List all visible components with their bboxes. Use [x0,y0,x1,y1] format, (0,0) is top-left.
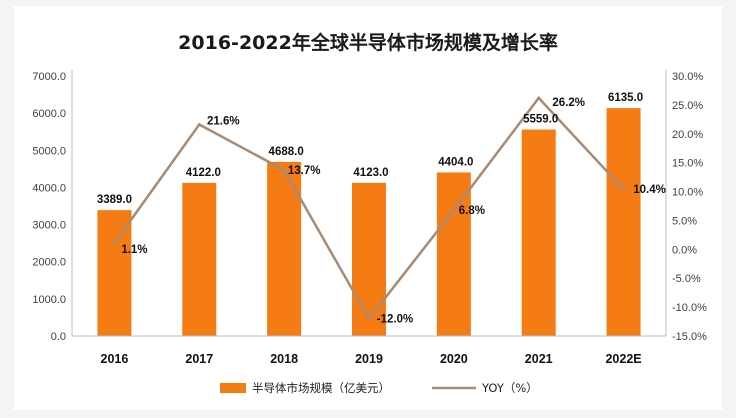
yoy-value-label: -12.0% [377,314,413,326]
bar [436,172,471,336]
bar-value-label: 6135.0 [608,92,643,104]
right-tick-label: 15.0% [672,158,703,170]
yoy-value-label: 13.7% [288,165,321,177]
right-tick-label: -5.0% [672,273,701,285]
left-tick-label: 3000.0 [32,220,66,232]
bar [267,161,302,336]
right-tick-label: 0.0% [672,244,697,256]
right-tick-label: 20.0% [672,129,703,141]
yoy-value-label: 1.1% [121,244,147,256]
right-tick-label: 5.0% [672,215,697,227]
yoy-point [622,187,626,191]
left-tick-label: 6000.0 [32,108,66,120]
chart-title: 2016-2022年全球半导体市场规模及增长率 [178,31,558,54]
yoy-point [282,168,286,172]
bar-value-label: 4688.0 [269,146,304,158]
right-tick-label: 30.0% [672,71,703,83]
category-label: 2019 [355,352,383,366]
bar-series [97,108,641,336]
category-label: 2018 [270,352,298,366]
line-series [112,96,626,321]
bar [97,210,132,336]
left-tick-label: 4000.0 [32,182,66,194]
line-data-labels: 1.1% 21.6% 13.7% -12.0% 6.8% 26.2% 10.4% [121,97,666,326]
chart-card: 2016-2022年全球半导体市场规模及增长率 0.0 1000.0 2000.0 3… [14,6,722,410]
yoy-point [367,317,371,321]
legend: 半导体市场规模（亿美元） YOY（%） [220,381,538,395]
yoy-value-label: 10.4% [633,184,666,196]
category-label: 2020 [440,352,468,366]
bar-value-label: 4404.0 [438,156,473,168]
category-label: 2022E [605,352,641,366]
category-label: 2016 [101,352,129,366]
yoy-point [112,241,116,245]
right-tick-label: 10.0% [672,187,703,199]
right-tick-label: -10.0% [672,302,707,314]
left-tick-label: 5000.0 [32,145,66,157]
left-tick-label: 2000.0 [32,257,66,269]
category-axis: 2016 2017 2018 2019 2020 2021 2022E [101,352,642,366]
yoy-point [452,208,456,212]
right-axis: -15.0% -10.0% -5.0% 0.0% 5.0% 10.0% 15.0% 20.0%… [672,71,707,343]
bar [182,182,217,336]
bar-value-label: 3389.0 [97,194,132,206]
legend-bar-label: 半导体市场规模（亿美元） [252,381,390,395]
bar [606,108,641,336]
left-tick-label: 1000.0 [32,294,66,306]
right-tick-label: 25.0% [672,100,703,112]
right-tick-label: -15.0% [672,331,707,343]
left-tick-label: 0.0 [51,331,66,343]
yoy-point [197,123,201,127]
legend-line-label: YOY（%） [481,381,538,395]
yoy-value-label: 21.6% [207,116,240,128]
category-label: 2017 [185,352,213,366]
bar-value-label: 4123.0 [353,167,388,179]
bar-value-label: 5559.0 [523,114,558,126]
legend-bar-swatch [220,383,246,393]
bar [521,129,556,336]
category-label: 2021 [525,352,553,366]
chart: 2016-2022年全球半导体市场规模及增长率 0.0 1000.0 2000.0 3… [32,31,707,395]
yoy-value-label: 6.8% [459,205,485,217]
left-axis: 0.0 1000.0 2000.0 3000.0 4000.0 5000.0 6000.0 7… [32,71,66,343]
bar-value-label: 4122.0 [186,167,221,179]
yoy-point [537,96,541,100]
bar [352,182,386,336]
yoy-value-label: 26.2% [552,97,585,109]
bar-data-labels: 3389.0 4122.0 4688.0 4123.0 4404.0 5559.0 6135… [97,92,643,206]
left-tick-label: 7000.0 [32,71,66,83]
